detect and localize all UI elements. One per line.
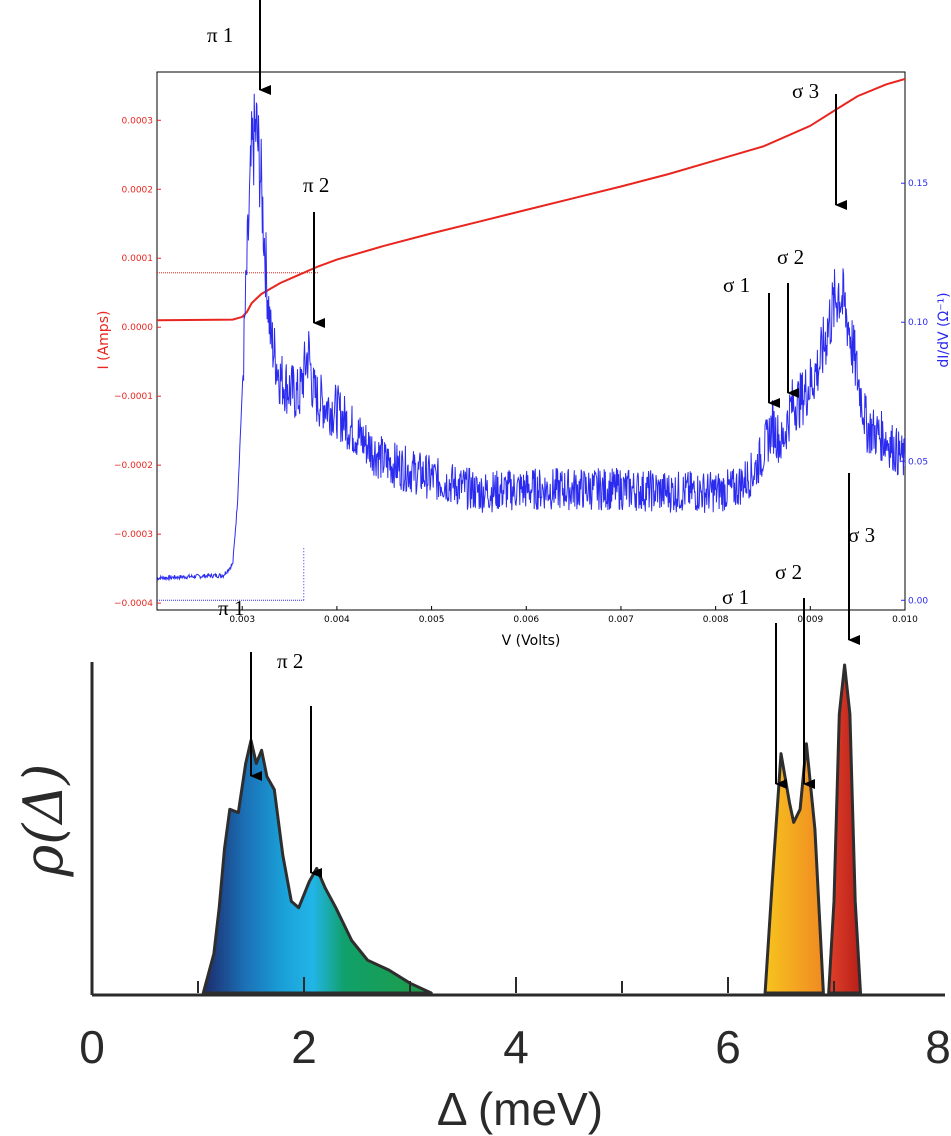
top-left-axis-label: I (Amps) — [96, 311, 112, 370]
bottom-x-tick-label: 2 — [291, 1021, 317, 1073]
label-sigma2-bottom: σ 2 — [775, 560, 802, 584]
label-pi2-bottom: π 2 — [277, 649, 303, 673]
bottom-y-axis-label: ρ(Δ) — [12, 764, 75, 878]
top-x-tick-label: 0.004 — [324, 615, 350, 625]
top-left-tick-label: −0.0003 — [114, 530, 153, 540]
label-pi2-top: π 2 — [303, 173, 329, 197]
distribution-pi-area — [201, 738, 433, 995]
top-x-tick-label: 0.007 — [608, 615, 634, 625]
annotations: π 1 π 2 σ 1 σ 2 σ 3 π 1 π 2 σ 1 σ 2 σ 3 — [207, 0, 875, 878]
top-right-axis-label: dI/dV (Ω⁻¹) — [936, 292, 951, 367]
top-left-tick-label: 0.0000 — [122, 323, 154, 333]
label-sigma1-top: σ 1 — [723, 273, 750, 297]
label-sigma1-bottom: σ 1 — [722, 585, 749, 609]
bottom-plot-series — [201, 663, 862, 995]
top-x-tick-label: 0.003 — [229, 615, 255, 625]
bottom-plot: 0 2 4 6 8 Δ (meV) ρ(Δ) — [12, 662, 951, 1135]
top-x-tick-label: 0.006 — [513, 615, 539, 625]
distribution-sigma-area — [763, 742, 825, 995]
top-left-tick-label: −0.0002 — [114, 461, 153, 471]
top-plot-ticks: 0.003 0.004 0.005 0.006 0.007 0.008 0.009 0.010… — [114, 116, 928, 625]
top-left-tick-label: 0.0001 — [122, 254, 154, 264]
top-x-tick-label: 0.009 — [797, 615, 823, 625]
bottom-x-tick-label: 0 — [79, 1021, 105, 1073]
label-sigma3-top: σ 3 — [792, 79, 819, 103]
top-plot-frame — [156, 71, 906, 611]
top-x-tick-label: 0.008 — [703, 615, 729, 625]
label-pi1-top: π 1 — [207, 23, 233, 47]
top-right-tick-label: 0.10 — [908, 318, 928, 328]
series-current-line — [157, 77, 905, 322]
bottom-plot-ticks: 0 2 4 6 8 — [79, 977, 951, 1073]
top-left-tick-label: 0.0002 — [122, 185, 154, 195]
top-right-tick-label: 0.05 — [908, 457, 928, 467]
top-right-tick-label: 0.15 — [908, 179, 928, 189]
series-didv-line — [157, 93, 905, 582]
distribution-sigma3-area — [827, 663, 862, 995]
top-x-tick-label: 0.010 — [892, 615, 918, 625]
bottom-x-tick-label: 8 — [925, 1021, 951, 1073]
bottom-x-tick-label: 4 — [503, 1021, 529, 1073]
bottom-x-axis-label: Δ (meV) — [437, 1083, 603, 1135]
label-pi1-bottom: π 1 — [218, 596, 244, 620]
bottom-x-tick-label: 6 — [715, 1021, 741, 1073]
top-right-tick-label: 0.00 — [908, 596, 928, 606]
top-x-axis-label: V (Volts) — [502, 633, 561, 649]
top-left-tick-label: −0.0001 — [114, 392, 153, 402]
top-plot-series — [157, 77, 905, 601]
top-left-tick-label: 0.0003 — [122, 116, 154, 126]
label-sigma2-top: σ 2 — [777, 245, 804, 269]
label-sigma3-bottom: σ 3 — [848, 523, 875, 547]
top-plot: 0.003 0.004 0.005 0.006 0.007 0.008 0.009 0.010… — [96, 71, 951, 649]
top-x-tick-label: 0.005 — [419, 615, 445, 625]
top-left-tick-label: −0.0004 — [114, 599, 153, 609]
